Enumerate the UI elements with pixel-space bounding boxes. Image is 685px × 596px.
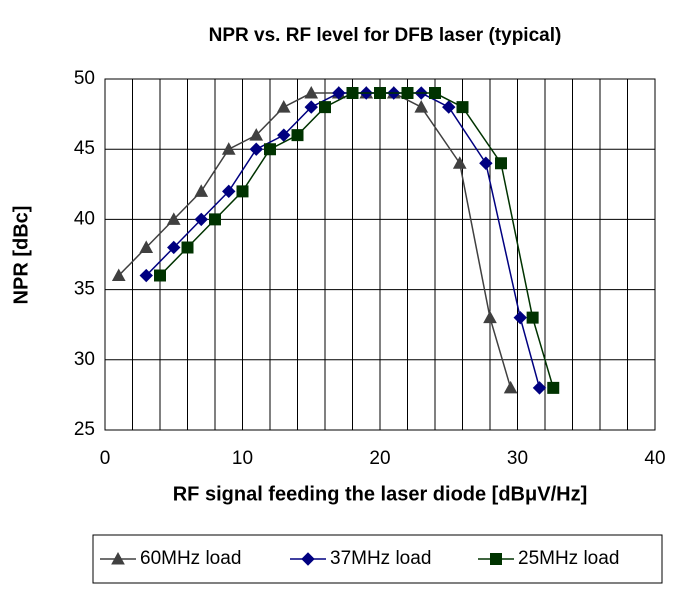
x-tick-label: 30 xyxy=(507,448,528,469)
legend-label: 37MHz load xyxy=(330,548,431,569)
data-point xyxy=(166,212,181,225)
data-point xyxy=(429,87,441,100)
data-point xyxy=(209,213,221,226)
data-point xyxy=(139,240,154,253)
data-point xyxy=(479,156,493,170)
series-line xyxy=(145,92,541,389)
data-point xyxy=(483,310,497,324)
data-point xyxy=(264,143,276,156)
data-point xyxy=(277,128,291,142)
data-point xyxy=(194,212,208,227)
legend-marker xyxy=(490,553,502,565)
data-point xyxy=(221,142,236,155)
data-point xyxy=(319,101,331,114)
data-point xyxy=(111,268,126,282)
legend-marker xyxy=(111,551,125,565)
data-point xyxy=(304,85,319,99)
y-tick-label: 40 xyxy=(74,208,95,229)
data-point xyxy=(452,156,467,169)
data-point xyxy=(374,87,386,100)
data-point xyxy=(495,157,507,170)
data-point xyxy=(332,86,346,100)
data-point xyxy=(291,129,304,142)
data-point xyxy=(222,184,236,199)
data-point xyxy=(503,380,518,394)
x-tick-label: 40 xyxy=(644,448,665,469)
data-point xyxy=(304,100,318,114)
data-point xyxy=(276,100,291,113)
data-point xyxy=(167,240,181,255)
data-point xyxy=(194,184,209,197)
data-point xyxy=(513,310,527,325)
data-point xyxy=(526,311,539,324)
data-point xyxy=(401,87,414,100)
y-tick-label: 45 xyxy=(74,138,95,159)
data-point xyxy=(249,142,263,156)
legend-marker xyxy=(301,552,315,566)
legend-box xyxy=(92,534,663,584)
plot-frame xyxy=(104,78,656,431)
series-line xyxy=(159,92,554,389)
y-tick-label: 25 xyxy=(74,419,95,440)
legend-label: 25MHz load xyxy=(518,548,619,569)
y-axis-label: NPR [dBc] xyxy=(10,206,32,305)
data-point xyxy=(181,241,194,254)
x-tick-label: 0 xyxy=(100,448,111,469)
legend-label: 60MHz load xyxy=(140,548,241,569)
data-point xyxy=(139,268,153,283)
data-point xyxy=(414,100,429,113)
data-point xyxy=(236,185,249,198)
y-tick-label: 30 xyxy=(74,349,95,370)
data-point xyxy=(249,128,264,141)
data-point xyxy=(442,100,456,114)
data-point xyxy=(346,87,359,100)
y-tick-label: 35 xyxy=(74,279,95,300)
x-tick-label: 10 xyxy=(232,448,253,469)
data-point xyxy=(154,269,166,282)
y-tick-label: 50 xyxy=(74,68,95,89)
data-point xyxy=(547,381,560,394)
x-tick-label: 20 xyxy=(369,448,390,469)
data-point xyxy=(456,101,469,114)
data-point xyxy=(532,381,547,395)
series-line xyxy=(118,92,512,389)
x-axis-label: RF signal feeding the laser diode [dBμV/… xyxy=(173,483,588,505)
chart-title: NPR vs. RF level for DFB laser (typical) xyxy=(209,25,562,46)
